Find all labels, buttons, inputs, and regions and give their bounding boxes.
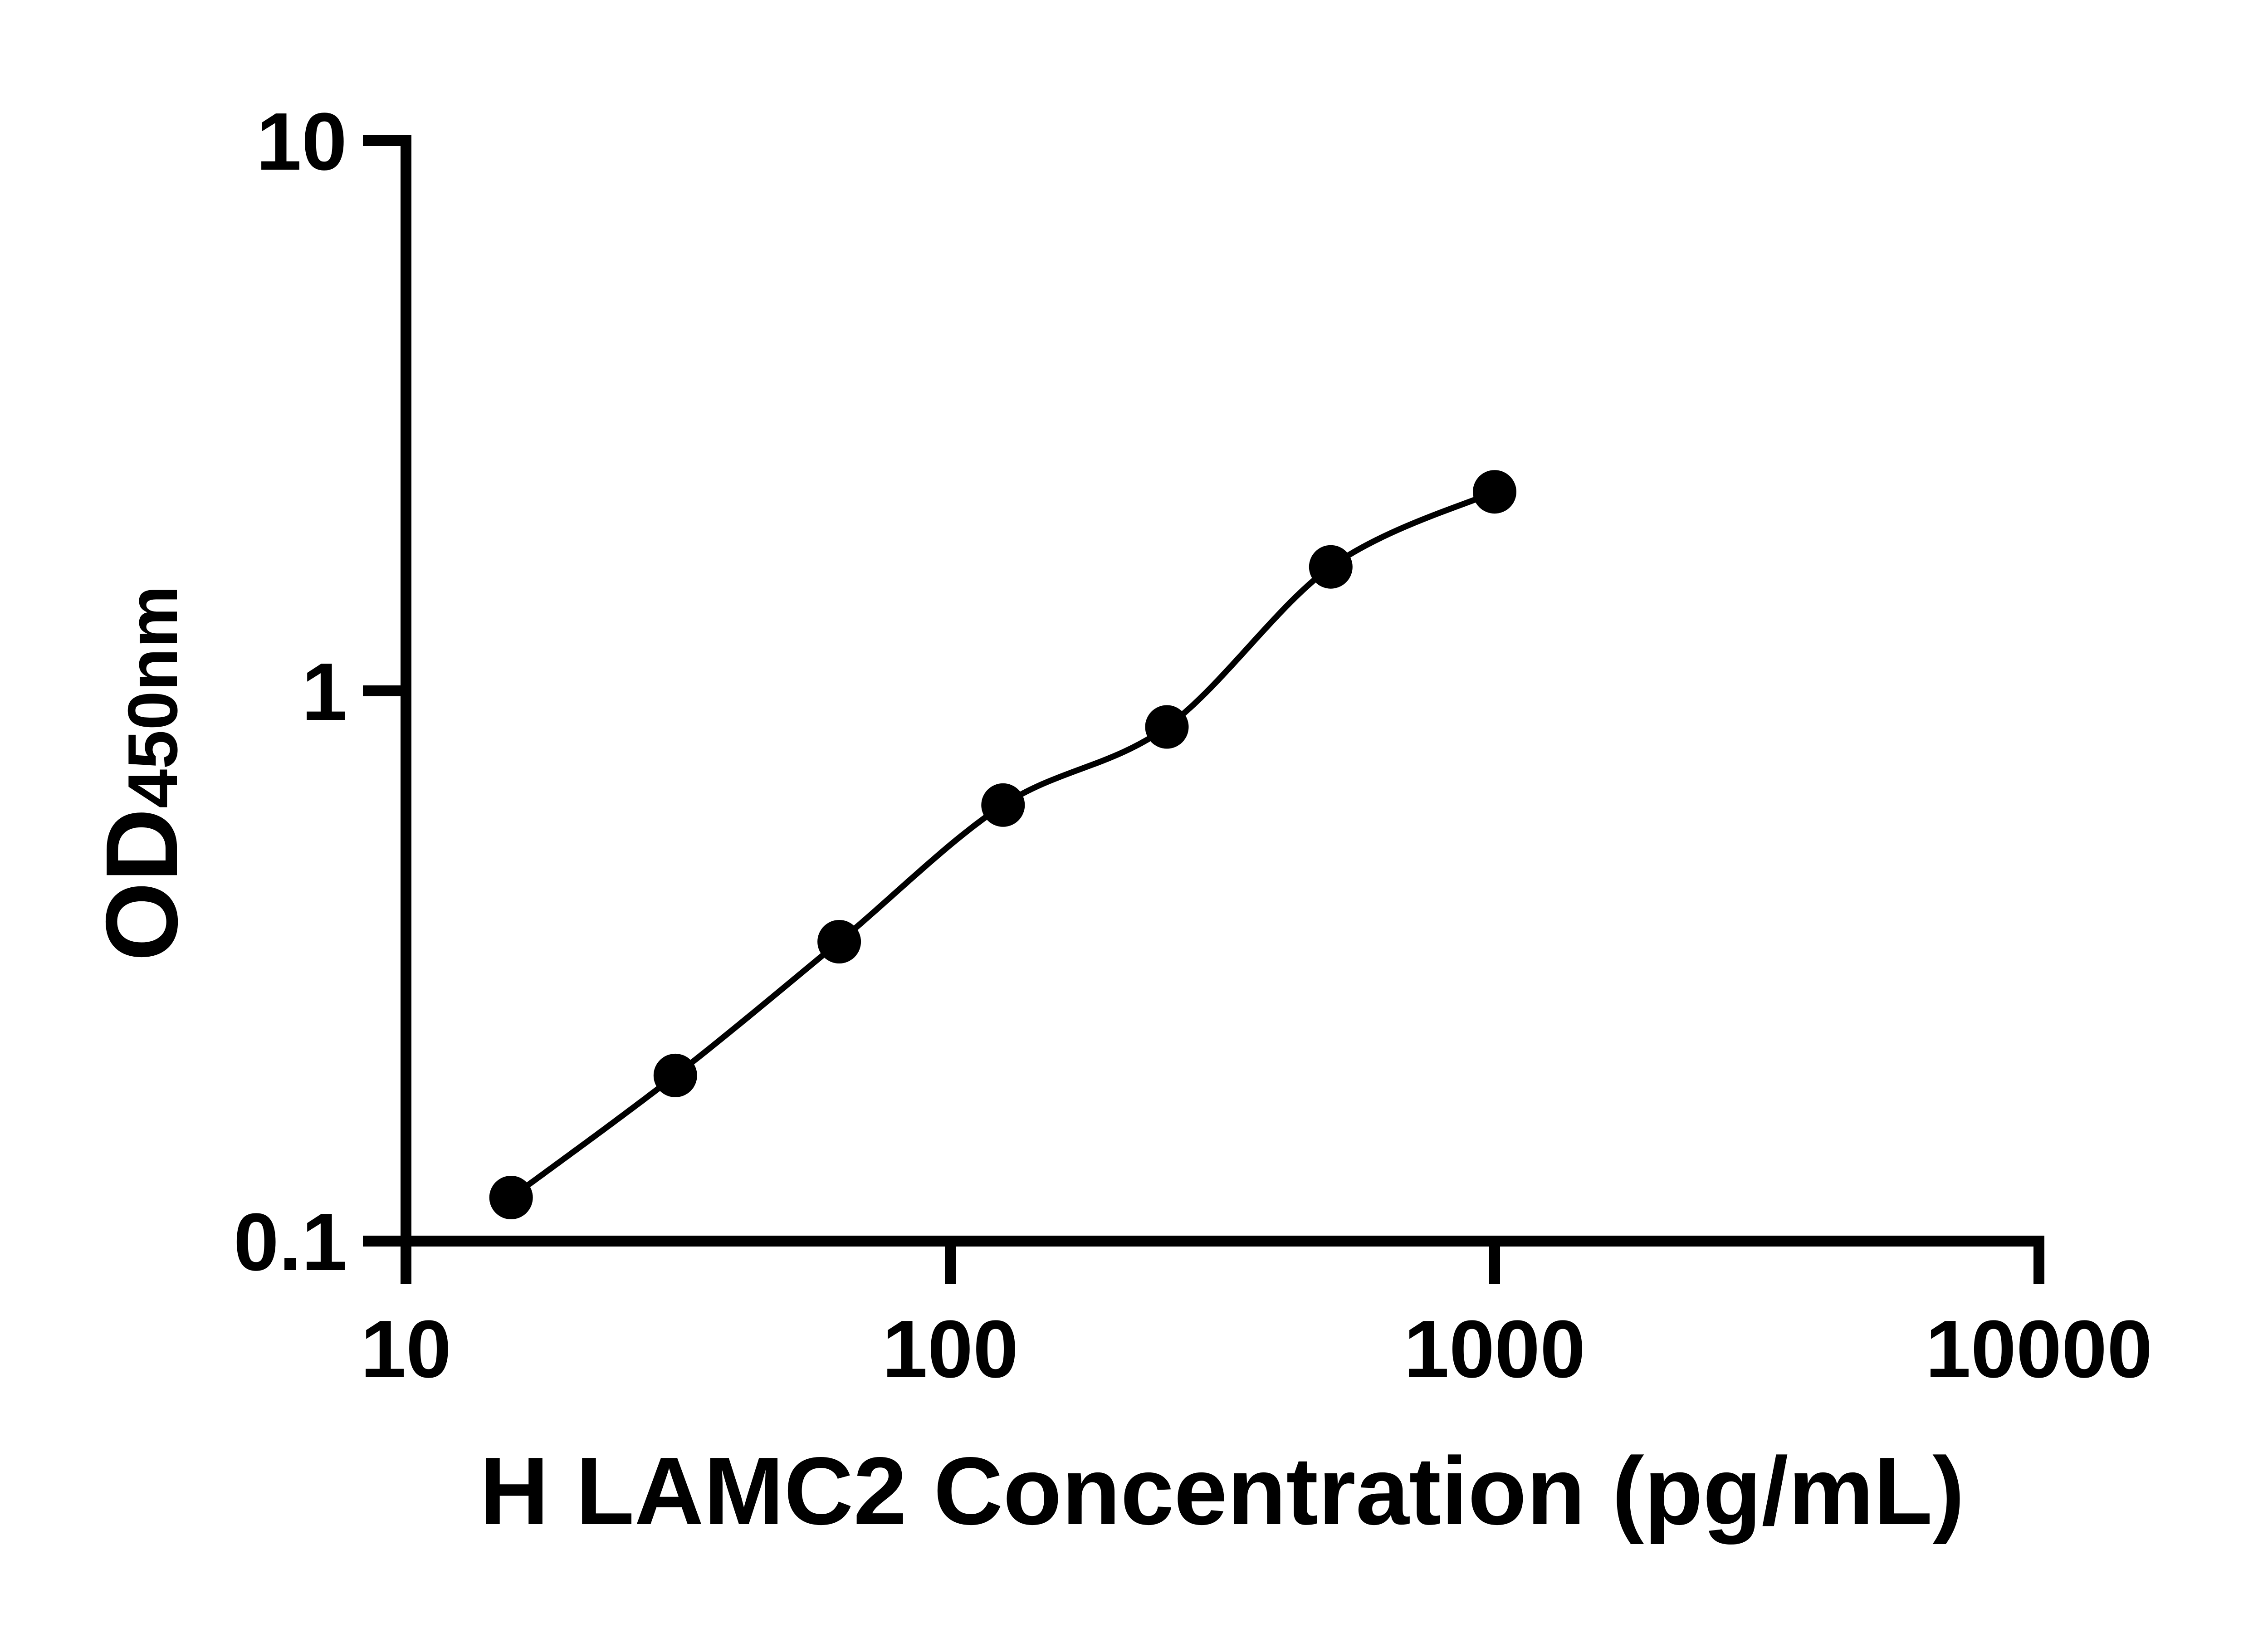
- y-axis-title-subscript: 450nm: [113, 586, 192, 808]
- axes-layer: 10 100 1000 10000 0.1 1 10: [234, 96, 2153, 1395]
- y-tick-label-0.1: 0.1: [234, 1197, 347, 1288]
- x-axis-title: H LAMC2 Concentration (pg/mL): [479, 1437, 1965, 1545]
- x-tick-label-10: 10: [361, 1304, 451, 1395]
- data-point-31.25: [653, 1053, 697, 1097]
- data-point-62.5: [817, 920, 861, 963]
- data-point-125: [981, 783, 1025, 827]
- data-point-1000: [1473, 470, 1516, 514]
- data-point-250: [1145, 705, 1189, 749]
- y-axis-title: OD450nm: [84, 586, 199, 962]
- x-tick-label-1000: 1000: [1404, 1304, 1585, 1395]
- series-layer: [489, 470, 1516, 1219]
- y-tick-label-1: 1: [302, 646, 347, 738]
- y-axis-title-main: OD: [84, 808, 199, 962]
- x-tick-label-10000: 10000: [1926, 1304, 2153, 1395]
- fit-curve: [508, 489, 1498, 1201]
- x-tick-label-100: 100: [882, 1304, 1018, 1395]
- y-tick-label-10: 10: [256, 96, 347, 187]
- data-point-500: [1309, 545, 1353, 589]
- data-point-15.6: [489, 1176, 533, 1219]
